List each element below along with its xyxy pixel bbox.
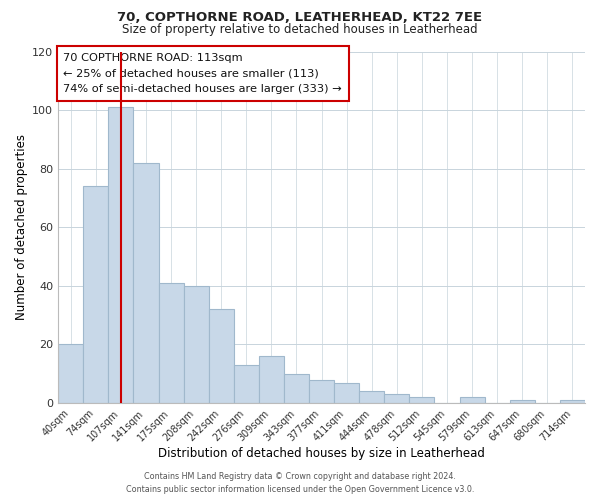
Bar [109,107,133,403]
Text: 70, COPTHORNE ROAD, LEATHERHEAD, KT22 7EE: 70, COPTHORNE ROAD, LEATHERHEAD, KT22 7E… [118,11,482,24]
Bar [309,380,334,403]
Y-axis label: Number of detached properties: Number of detached properties [15,134,28,320]
X-axis label: Distribution of detached houses by size in Leatherhead: Distribution of detached houses by size … [158,447,485,460]
Bar [83,186,109,403]
Bar [334,382,359,403]
Bar [184,286,209,403]
Bar [460,397,485,403]
Bar [510,400,535,403]
Bar [133,163,158,403]
Text: Size of property relative to detached houses in Leatherhead: Size of property relative to detached ho… [122,22,478,36]
Bar [58,344,83,403]
Bar [158,283,184,403]
Bar [234,365,259,403]
Text: 70 COPTHORNE ROAD: 113sqm
← 25% of detached houses are smaller (113)
74% of semi: 70 COPTHORNE ROAD: 113sqm ← 25% of detac… [64,54,342,94]
Text: Contains HM Land Registry data © Crown copyright and database right 2024.
Contai: Contains HM Land Registry data © Crown c… [126,472,474,494]
Bar [384,394,409,403]
Bar [284,374,309,403]
Bar [560,400,585,403]
Bar [209,310,234,403]
Bar [359,392,384,403]
Bar [259,356,284,403]
Bar [409,397,434,403]
